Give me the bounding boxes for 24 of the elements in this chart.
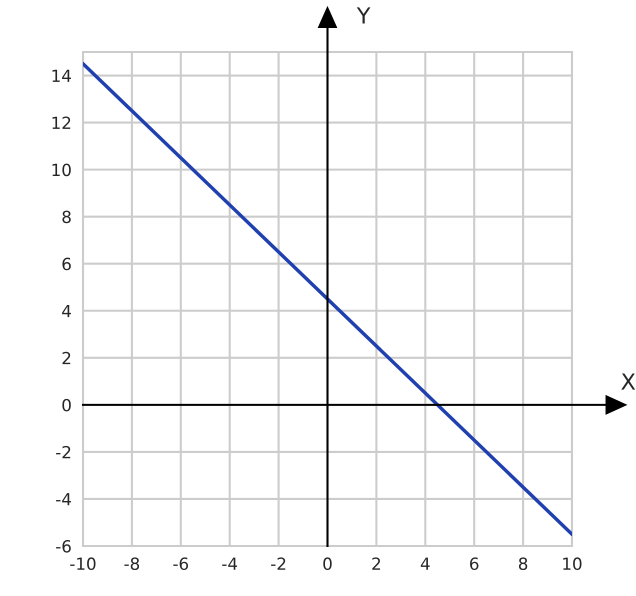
x-tick-label: 2 xyxy=(372,557,380,570)
x-tick-label: 8 xyxy=(518,557,528,570)
y-tick-label: 2 xyxy=(62,352,70,364)
y-tick-label: -6 xyxy=(56,540,71,553)
x-tick-label: -4 xyxy=(222,558,238,570)
x-tick-label: 4 xyxy=(420,558,430,570)
x-tick-label: -10 xyxy=(70,557,96,570)
x-tick-label: 6 xyxy=(470,557,478,570)
x-tick-label: 10 xyxy=(563,557,582,570)
y-tick-label: 10 xyxy=(52,164,71,176)
y-tick-label: 14 xyxy=(52,70,71,82)
x-tick-label: -8 xyxy=(124,557,140,570)
y-tick-label: 12 xyxy=(52,116,70,129)
x-tick-label: 0 xyxy=(323,557,332,570)
y-tick-label: 8 xyxy=(62,210,71,224)
y-axis-title: Y xyxy=(356,7,370,24)
x-axis-title: X xyxy=(621,373,636,390)
y-tick-label: -4 xyxy=(56,493,71,506)
x-tick-label: -6 xyxy=(173,557,188,570)
y-tick-label: 6 xyxy=(62,258,71,270)
x-tick-label: -2 xyxy=(271,557,286,570)
y-tick-label: 4 xyxy=(62,304,71,318)
y-tick-label: 0 xyxy=(62,398,71,412)
y-tick-label: -2 xyxy=(56,446,70,458)
